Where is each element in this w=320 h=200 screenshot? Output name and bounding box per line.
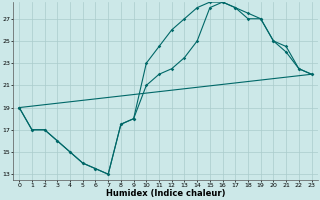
- X-axis label: Humidex (Indice chaleur): Humidex (Indice chaleur): [106, 189, 225, 198]
